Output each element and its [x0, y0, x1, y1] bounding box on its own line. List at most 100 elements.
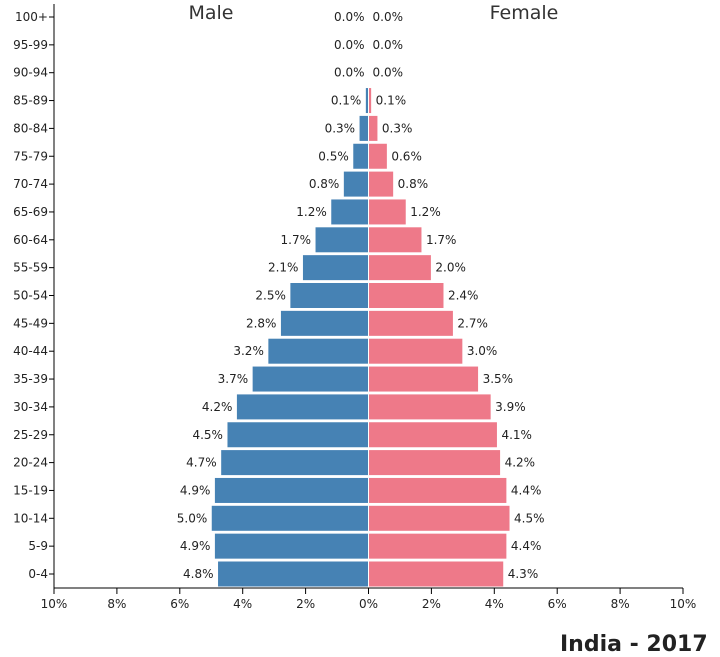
male-value-label: 0.0%: [334, 38, 365, 52]
male-value-label: 4.2%: [202, 400, 233, 414]
male-value-label: 2.5%: [255, 289, 286, 303]
male-bar: [235, 393, 369, 421]
male-value-label: 0.0%: [334, 10, 365, 24]
male-bar: [213, 532, 369, 560]
female-bar: [368, 87, 373, 115]
legend-male-header: Male: [188, 2, 233, 24]
legend-female-header: Female: [490, 2, 559, 24]
male-bar: [210, 504, 369, 532]
male-value-label: 0.3%: [325, 121, 356, 135]
female-value-label: 0.0%: [373, 38, 404, 52]
male-value-label: 5.0%: [177, 511, 208, 525]
male-value-label: 4.9%: [180, 539, 211, 553]
male-value-label: 3.2%: [233, 344, 264, 358]
female-value-label: 4.3%: [508, 567, 539, 581]
female-bar: [368, 254, 432, 282]
x-tick-label: 6%: [170, 597, 189, 611]
female-value-label: 0.3%: [382, 121, 413, 135]
male-value-label: 0.0%: [334, 66, 365, 80]
male-bar: [213, 476, 369, 504]
y-tick-label: 65-69: [13, 205, 48, 219]
female-bar: [368, 365, 480, 393]
y-tick-label: 15-19: [13, 483, 48, 497]
male-value-label: 4.9%: [180, 483, 211, 497]
male-value-label: 0.1%: [331, 94, 362, 108]
y-tick-label: 90-94: [13, 66, 48, 80]
female-value-label: 2.4%: [448, 289, 479, 303]
female-bar: [368, 142, 388, 170]
male-value-label: 4.8%: [183, 567, 214, 581]
female-value-label: 0.6%: [391, 149, 422, 163]
x-tick-label: 4%: [485, 597, 504, 611]
female-bar: [368, 309, 454, 337]
x-tick-label: 4%: [233, 597, 252, 611]
y-tick-label: 70-74: [13, 177, 48, 191]
y-tick-label: 45-49: [13, 316, 48, 330]
x-tick-label: 8%: [107, 597, 126, 611]
male-bar: [279, 309, 369, 337]
female-value-label: 4.4%: [511, 539, 542, 553]
y-tick-label: 100+: [15, 10, 48, 24]
y-tick-label: 60-64: [13, 233, 48, 247]
male-bar: [342, 170, 369, 198]
y-tick-label: 95-99: [13, 38, 48, 52]
y-tick-label: 30-34: [13, 400, 48, 414]
female-bar: [368, 282, 445, 309]
male-value-label: 2.1%: [268, 261, 299, 275]
y-tick-label: 55-59: [13, 261, 48, 275]
y-tick-label: 85-89: [13, 94, 48, 108]
female-bar: [368, 114, 379, 142]
female-value-label: 0.0%: [373, 10, 404, 24]
male-value-label: 0.5%: [318, 149, 349, 163]
y-tick-label: 20-24: [13, 456, 48, 470]
y-tick-label: 35-39: [13, 372, 48, 386]
x-tick-label: 10%: [670, 597, 697, 611]
x-tick-label: 2%: [296, 597, 315, 611]
male-value-label: 0.8%: [309, 177, 340, 191]
y-tick-label: 40-44: [13, 344, 48, 358]
female-bar: [368, 421, 498, 449]
male-value-label: 1.2%: [296, 205, 327, 219]
female-value-label: 0.8%: [398, 177, 429, 191]
male-bar: [330, 198, 370, 226]
male-bar: [314, 226, 370, 254]
female-value-label: 2.0%: [435, 261, 466, 275]
female-bar: [368, 476, 508, 504]
male-bar: [220, 449, 369, 477]
female-bar: [368, 226, 423, 254]
y-tick-label: 80-84: [13, 121, 48, 135]
x-tick-label: 0%: [359, 597, 378, 611]
female-value-label: 0.0%: [373, 66, 404, 80]
male-bar: [251, 365, 369, 393]
male-bar: [226, 421, 369, 449]
male-bar: [358, 114, 370, 142]
female-value-label: 4.5%: [514, 511, 545, 525]
y-tick-label: 10-14: [13, 511, 48, 525]
female-value-label: 3.0%: [467, 344, 498, 358]
female-value-label: 1.7%: [426, 233, 457, 247]
x-tick-label: 6%: [548, 597, 567, 611]
female-bar: [368, 337, 464, 365]
male-bar: [352, 142, 369, 170]
female-value-label: 4.4%: [511, 483, 542, 497]
x-tick-label: 8%: [611, 597, 630, 611]
female-value-label: 3.9%: [495, 400, 526, 414]
male-bar: [217, 560, 369, 588]
female-value-label: 0.1%: [376, 94, 407, 108]
female-value-label: 1.2%: [410, 205, 441, 219]
male-bar: [289, 282, 369, 309]
female-value-label: 3.5%: [483, 372, 514, 386]
female-bar: [368, 532, 508, 560]
y-tick-label: 75-79: [13, 149, 48, 163]
male-value-label: 2.8%: [246, 316, 277, 330]
y-tick-label: 0-4: [28, 567, 48, 581]
y-tick-label: 5-9: [28, 539, 48, 553]
female-bar: [368, 560, 505, 588]
female-bar: [368, 198, 407, 226]
female-bar: [368, 170, 395, 198]
male-value-label: 1.7%: [281, 233, 312, 247]
x-tick-label: 2%: [422, 597, 441, 611]
male-value-label: 3.7%: [218, 372, 249, 386]
